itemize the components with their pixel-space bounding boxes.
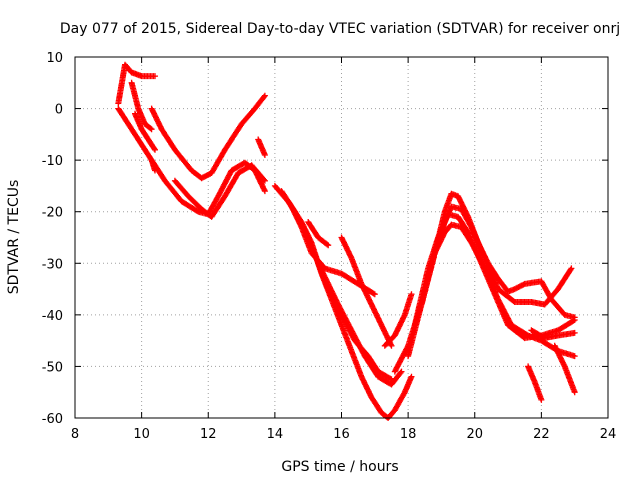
data-point (408, 291, 415, 298)
series-arc-7 (171, 162, 268, 220)
y-tick-label: 0 (55, 103, 63, 118)
x-tick-label: 8 (71, 427, 79, 442)
series-arc-19 (418, 221, 578, 360)
data-point (151, 145, 158, 152)
axis-ticks: 8 10 12 14 16 18 20 22 24 -60 -50 -40 -30 -20 -10 0 10 (42, 51, 617, 442)
data-point (538, 396, 545, 403)
y-tick-label: 10 (46, 51, 63, 66)
data-point (261, 177, 268, 184)
data-point (261, 92, 268, 99)
x-tick-label: 20 (466, 427, 483, 442)
x-tick-label: 22 (533, 427, 550, 442)
series-arc-3 (128, 79, 155, 133)
y-tick-label: -50 (42, 360, 63, 375)
series-arc-21 (551, 342, 578, 396)
data-point (148, 126, 155, 133)
data-point (571, 329, 578, 336)
data-point (261, 188, 268, 195)
data-point (570, 317, 577, 324)
data-point (152, 73, 158, 80)
grid (75, 57, 608, 418)
series-arc-12 (305, 219, 332, 249)
series-arc-8 (255, 136, 268, 158)
y-tick-label: -20 (42, 206, 63, 221)
data-point (568, 265, 575, 272)
data-point (261, 93, 267, 100)
data-point (152, 146, 158, 153)
series-arc-1 (115, 61, 158, 107)
series-arc-13 (315, 260, 395, 383)
data-point (324, 241, 331, 248)
y-tick-label: -10 (42, 154, 63, 169)
data-point (260, 176, 267, 183)
x-axis-label: GPS time / hours (281, 459, 398, 475)
data-point (387, 375, 394, 382)
data-point (571, 317, 578, 323)
data-point (397, 369, 404, 376)
data-point (325, 242, 332, 249)
data-point (567, 266, 574, 273)
y-axis-label: SDTVAR / TECUs (6, 180, 22, 295)
data-point (370, 290, 377, 297)
series-arc-5 (148, 92, 268, 182)
data-point (147, 125, 154, 132)
x-tick-label: 12 (200, 427, 217, 442)
x-tick-label: 14 (267, 427, 284, 442)
x-tick-label: 24 (600, 427, 617, 442)
data-point (261, 152, 268, 158)
data-point (388, 342, 395, 349)
y-tick-label: -60 (42, 412, 63, 427)
data-point (571, 389, 578, 396)
y-tick-label: -40 (42, 309, 63, 324)
data-point (571, 353, 578, 360)
x-tick-label: 10 (133, 427, 150, 442)
chart-title: Day 077 of 2015, Sidereal Day-to-day VTE… (60, 21, 620, 37)
data-point (388, 376, 395, 383)
x-tick-label: 18 (400, 427, 417, 442)
series-arc-14 (338, 234, 395, 349)
data-point (398, 368, 405, 375)
data-point (408, 373, 415, 380)
series-arc-15 (381, 291, 415, 349)
x-tick-label: 16 (333, 427, 350, 442)
y-tick-label: -30 (42, 257, 63, 272)
series-arc-4 (132, 110, 158, 153)
data-series (115, 61, 578, 421)
series-arc-22 (528, 327, 578, 342)
data-point (371, 291, 378, 298)
series-arc-20 (525, 363, 545, 403)
